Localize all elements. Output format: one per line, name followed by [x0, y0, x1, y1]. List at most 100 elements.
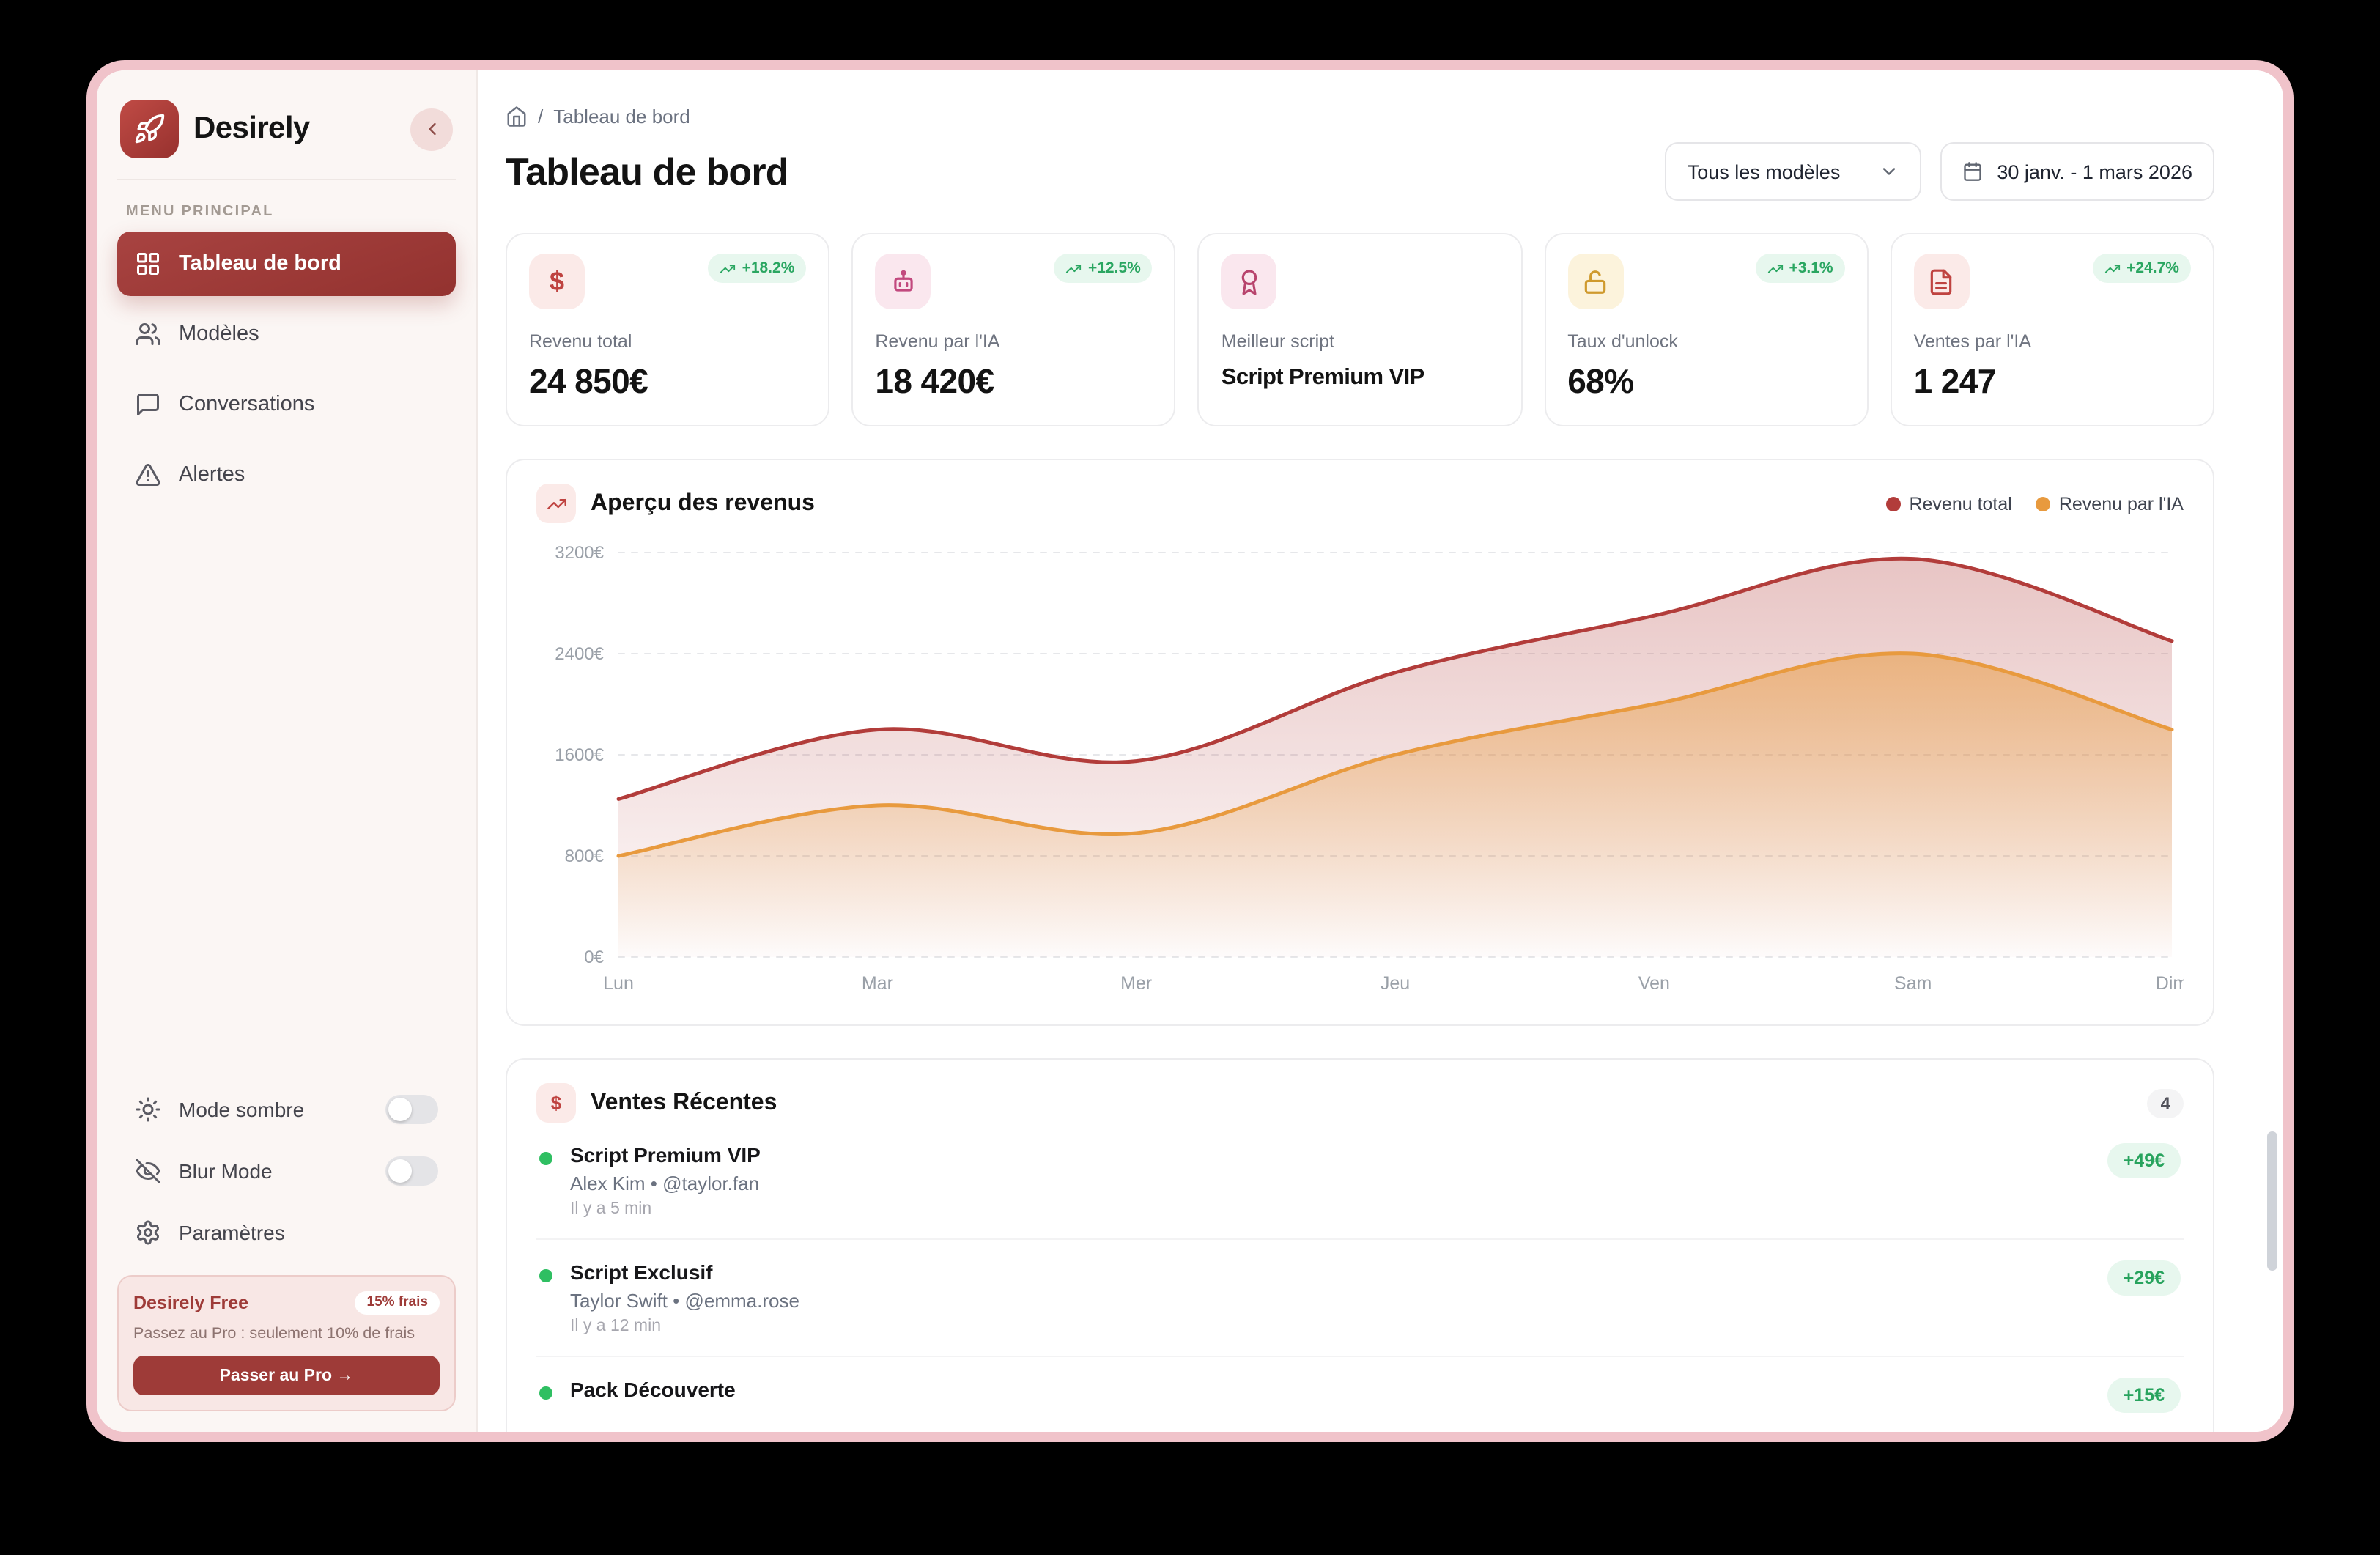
svg-text:Mer: Mer [1120, 973, 1152, 994]
status-dot [539, 1386, 552, 1400]
pref-label: Blur Mode [179, 1159, 273, 1183]
svg-text:Ven: Ven [1638, 973, 1670, 994]
sale-row[interactable]: Pack Découverte +15€ [536, 1357, 2184, 1432]
sale-buyer: Alex Kim • @taylor.fan [570, 1172, 760, 1194]
dashboard-grid-icon [137, 253, 159, 275]
stat-card-taux-unlock: +3.1% Taux d'unlock 68% [1544, 233, 1869, 426]
sidebar-item-modeles[interactable]: Modèles [117, 302, 456, 366]
model-filter-select[interactable]: Tous les modèles [1665, 142, 1921, 201]
stat-label: Revenu total [529, 331, 632, 352]
chat-icon [137, 394, 159, 415]
stats-row: $ +18.2% Revenu total 24 850€ [506, 233, 2214, 426]
promo-title: Desirely Free [133, 1292, 249, 1313]
sidebar-item-tableau-de-bord[interactable]: Tableau de bord [117, 232, 456, 296]
sidebar-nav: Tableau de bord Modèles Conversations [117, 232, 456, 513]
app-window: Desirely MENU PRINCIPAL Tableau de bord [86, 60, 2294, 1442]
scrollbar-thumb[interactable] [2267, 1131, 2277, 1271]
stat-card-revenu-ia: +12.5% Revenu par l'IA 18 420€ [851, 233, 1176, 426]
sales-title: Ventes Récentes [591, 1090, 777, 1115]
revenue-chart-card: Aperçu des revenus Revenu total Revenu p… [506, 459, 2214, 1026]
fees-badge: 15% frais [355, 1290, 440, 1315]
brand-name: Desirely [193, 111, 310, 145]
date-range-value: 30 janv. - 1 mars 2026 [1997, 160, 2192, 182]
sale-title: Script Exclusif [570, 1260, 713, 1284]
stat-card-ventes-ia: +24.7% Ventes par l'IA 1 247 [1890, 233, 2214, 426]
status-dot [539, 1269, 552, 1282]
blur-mode-toggle[interactable] [385, 1156, 438, 1186]
trending-up-icon [1066, 264, 1082, 273]
svg-text:Lun: Lun [603, 973, 634, 994]
settings-row[interactable]: Paramètres [117, 1202, 456, 1263]
sale-amount-badge: +15€ [2107, 1378, 2181, 1413]
sale-row[interactable]: Script Premium VIP Alex Kim • @taylor.fa… [536, 1123, 2184, 1240]
chart-title: Aperçu des revenus [591, 490, 815, 515]
trending-up-icon [536, 484, 576, 523]
stat-value: 18 420€ [875, 362, 994, 400]
legend-revenu-ia: Revenu par l'IA [2035, 493, 2184, 514]
pref-label: Mode sombre [179, 1097, 305, 1121]
trending-up-icon [720, 264, 736, 273]
legend-revenu-total: Revenu total [1885, 493, 2012, 514]
stat-value: 68% [1567, 362, 1634, 400]
breadcrumb-separator: / [538, 106, 544, 128]
sale-time: Il y a 12 min [570, 1318, 661, 1335]
promo-description: Passez au Pro : seulement 10% de frais [133, 1324, 415, 1342]
revenue-area-chart: 0€ 800€ 1600€ 2400€ 3200€ Lun Mar Mer Jeu Ven Sam D… [536, 532, 2188, 1001]
trend-badge: +18.2% [708, 254, 807, 283]
robot-icon [875, 254, 931, 309]
upgrade-pro-button[interactable]: Passer au Pro → [133, 1356, 440, 1395]
nav-label: Tableau de bord [179, 252, 341, 276]
trend-badge: +12.5% [1054, 254, 1153, 283]
chevron-down-icon [1882, 168, 1895, 175]
date-range-picker[interactable]: 30 janv. - 1 mars 2026 [1940, 142, 2214, 201]
dollar-icon: $ [529, 254, 585, 309]
sidebar-item-alertes[interactable]: Alertes [117, 443, 456, 507]
dark-mode-row: Mode sombre [117, 1079, 456, 1140]
nav-label: Modèles [179, 322, 259, 346]
users-icon [136, 323, 160, 345]
dark-mode-toggle[interactable] [385, 1094, 438, 1124]
recent-sales-card: $ Ventes Récentes 4 Script Premium VIP A… [506, 1058, 2214, 1432]
sale-amount-badge: +49€ [2107, 1143, 2181, 1178]
stat-value: Script Premium VIP [1221, 365, 1425, 390]
stat-label: Ventes par l'IA [1913, 331, 2032, 352]
chart-legend: Revenu total Revenu par l'IA [1885, 493, 2184, 514]
breadcrumb[interactable]: / Tableau de bord [506, 106, 2214, 128]
nav-label: Conversations [179, 393, 315, 416]
sidebar-collapse-button[interactable] [410, 108, 453, 150]
stat-label: Taux d'unlock [1567, 331, 1678, 352]
status-dot [539, 1152, 552, 1165]
home-icon [507, 106, 526, 127]
sale-time: Il y a 5 min [570, 1200, 652, 1218]
stat-value: 24 850€ [529, 362, 648, 400]
unlock-icon [1567, 254, 1624, 309]
svg-text:Mar: Mar [862, 973, 893, 994]
svg-text:Sam: Sam [1894, 973, 1932, 994]
pref-label: Paramètres [179, 1220, 285, 1244]
svg-text:0€: 0€ [584, 948, 604, 967]
nav-label: Alertes [179, 463, 245, 487]
document-icon [1913, 254, 1970, 309]
calendar-icon [1963, 162, 1981, 181]
stat-label: Revenu par l'IA [875, 331, 1000, 352]
chevron-left-icon [428, 122, 435, 136]
sale-row[interactable]: Script Exclusif Taylor Swift • @emma.ros… [536, 1240, 2184, 1357]
svg-text:Dim: Dim [2156, 973, 2184, 994]
svg-text:2400€: 2400€ [555, 644, 604, 664]
page-title: Tableau de bord [506, 149, 789, 193]
app-logo [120, 100, 179, 158]
trending-up-icon [2105, 264, 2121, 273]
trending-up-icon [1767, 264, 1783, 273]
award-icon [1221, 254, 1277, 309]
stat-card-revenu-total: $ +18.2% Revenu total 24 850€ [506, 233, 830, 426]
svg-text:800€: 800€ [565, 846, 605, 866]
svg-text:3200€: 3200€ [555, 543, 604, 563]
sidebar-item-conversations[interactable]: Conversations [117, 372, 456, 437]
model-filter-value: Tous les modèles [1687, 160, 1841, 182]
menu-section-label: MENU PRINCIPAL [126, 204, 274, 220]
sidebar: Desirely MENU PRINCIPAL Tableau de bord [97, 70, 478, 1432]
blur-mode-row: Blur Mode [117, 1140, 456, 1202]
sales-count-badge: 4 [2147, 1088, 2184, 1118]
trend-badge: +24.7% [2093, 254, 2191, 283]
